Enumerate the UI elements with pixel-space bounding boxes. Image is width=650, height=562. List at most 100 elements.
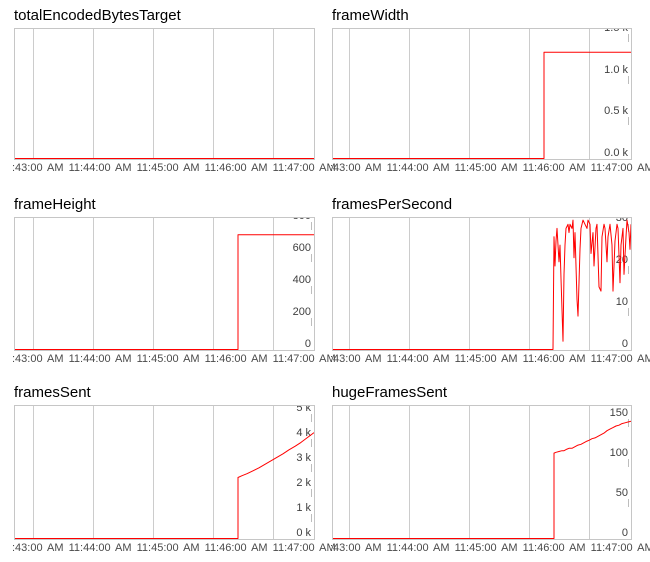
x-axis-tick-label: 11:44:00 AM [68,542,132,554]
x-axis-labels: :43:00 AM 11:44:00 AM 11:45:00 AM 11:46:… [330,541,650,555]
y-axis-tick [628,308,629,317]
x-axis-tick-label: 11:47:00 AM [272,353,336,365]
gridline [589,29,590,159]
x-axis-tick-label: 11:44:00 AM [386,542,450,554]
x-axis-tick-label: 11:46:00 AM [522,542,586,554]
chart-title: frameHeight [14,196,96,213]
y-axis-label: 0 k [296,527,311,539]
x-axis-tick-label: 11:46:00 AM [522,353,586,365]
y-axis-tick [628,34,629,42]
chart-plot-area: 150 100 50 0 [332,405,632,540]
x-axis-tick-label: :43:00 AM [330,542,382,554]
y-axis-label: 4 k [296,427,311,439]
x-axis-tick-label: 11:46:00 AM [522,162,586,174]
gridline [409,29,410,159]
y-axis-label: 0 [621,338,628,350]
gridline [153,406,154,539]
gridline [349,406,350,539]
x-axis-labels: :43:00 AM 11:44:00 AM 11:45:00 AM 11:46:… [12,161,336,175]
gridline [213,29,214,159]
y-axis-tick [628,498,629,507]
series-line [15,432,314,539]
series-line [333,219,631,350]
y-axis-tick [628,75,629,84]
x-axis-tick-label: :43:00 AM [330,162,382,174]
gridline [273,29,274,159]
x-axis-tick-label: 11:47:00 AM [272,162,336,174]
y-axis-tick [311,514,312,522]
x-axis-tick-label: 11:45:00 AM [136,353,200,365]
chart-title: totalEncodedBytesTarget [14,7,181,24]
y-axis-label: 5 k [296,405,311,414]
gridline [529,29,530,159]
gridline [529,406,530,539]
chart-plot-area: 30 20 10 0 [332,217,632,351]
gridline [93,218,94,350]
y-axis-tick [311,254,312,262]
chart-title: hugeFramesSent [332,384,448,401]
series-line [333,420,631,539]
y-axis-tick [311,439,312,447]
y-axis-tick [311,464,312,472]
y-axis-label: 0 [621,527,628,539]
y-axis-tick [311,318,312,326]
y-axis-label: 50 [615,486,628,499]
gridline [589,218,590,350]
y-axis-label: 0 [304,338,311,350]
y-axis-label: 1 k [296,502,311,514]
gridline [469,406,470,539]
y-axis-label: 2 k [296,477,311,489]
x-axis-tick-label: :43:00 AM [330,353,382,365]
series-line [15,158,314,159]
gridline [213,406,214,539]
gridline [349,29,350,159]
y-axis-label: 200 [292,306,311,318]
gridline [349,218,350,350]
gridline [589,406,590,539]
chart-plot-area: 800 600 400 200 0 [14,217,315,351]
gridline [409,218,410,350]
x-axis-tick-label: 11:46:00 AM [204,542,268,554]
x-axis-tick-label: :43:00 AM [12,162,64,174]
y-axis-tick [628,539,629,540]
gridline [273,218,274,350]
y-axis-tick [311,286,312,294]
y-axis-label: 400 [292,274,311,286]
y-axis-tick [311,350,312,351]
chart-block-totalEncodedBytesTarget: totalEncodedBytesTarget :43:00 AM 11:44:0… [12,0,336,178]
x-axis-tick-label: 11:45:00 AM [136,162,200,174]
y-axis-tick [628,418,629,427]
chart-block-frameHeight: frameHeight 800 600 400 200 0:43:00 AM 11:44:… [12,189,336,369]
y-axis-label: 1.0 k [604,63,628,76]
chart-block-framesPerSecond: framesPerSecond 30 20 10 0:43:00 AM 11:44:00… [330,189,650,369]
x-axis-tick-label: 11:47:00 AM [590,542,650,554]
x-axis-tick-label: 11:46:00 AM [204,353,268,365]
y-axis-tick [311,539,312,540]
y-axis-label: 100 [609,446,628,459]
gridline [153,29,154,159]
x-axis-tick-label: 11:45:00 AM [454,353,518,365]
series-line [15,234,314,350]
x-axis-tick-label: 11:46:00 AM [204,162,268,174]
chart-block-frameWidth: frameWidth 1.5 k 1.0 k 0.5 k 0.0 k:43:00 AM … [330,0,650,178]
y-axis-tick [628,117,629,126]
y-axis-label: 600 [292,242,311,254]
chart-title: framesSent [14,384,91,401]
y-axis-tick [311,414,312,422]
y-axis-label: 3 k [296,452,311,464]
gridline [409,406,410,539]
x-axis-tick-label: 11:47:00 AM [590,162,650,174]
x-axis-labels: :43:00 AM 11:44:00 AM 11:45:00 AM 11:46:… [330,352,650,366]
gridline [33,29,34,159]
chart-block-hugeFramesSent: hugeFramesSent 150 100 50 0:43:00 AM 11:44:0… [330,377,650,558]
chart-plot-area: 5 k 4 k 3 k 2 k 1 k 0 k [14,405,315,540]
y-axis-label: 30 [615,217,628,225]
gridline [213,218,214,350]
y-axis-label: 0.5 k [604,105,628,118]
chart-title: framesPerSecond [332,196,453,213]
y-axis-tick [311,222,312,230]
gridline [33,218,34,350]
gridline [93,406,94,539]
x-axis-tick-label: 11:45:00 AM [454,162,518,174]
